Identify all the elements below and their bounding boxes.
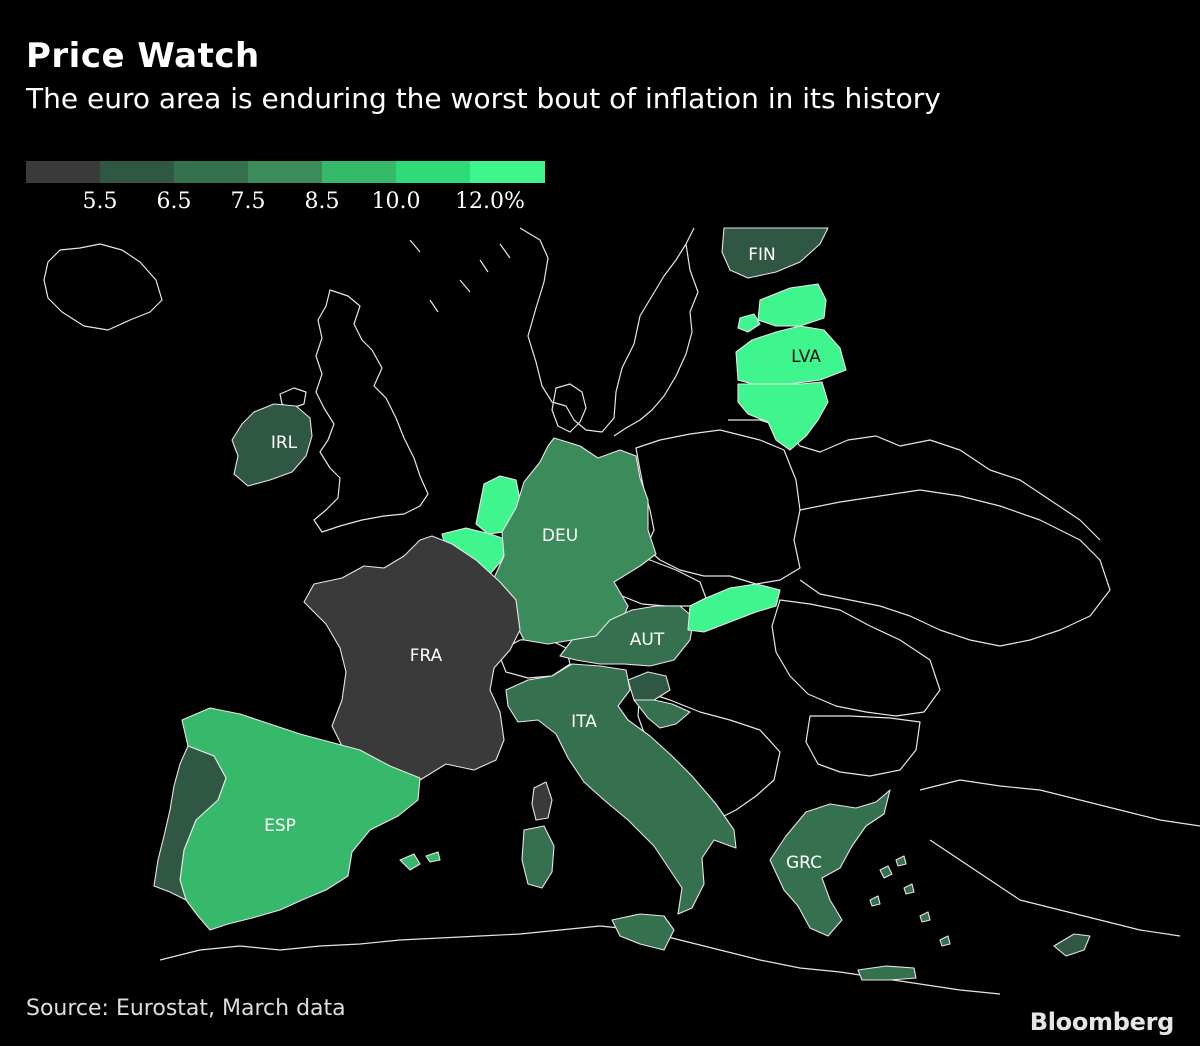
turkey-coast-outline — [929, 839, 1181, 937]
north-africa-coast — [159, 925, 1001, 995]
bloomberg-logo: Bloomberg — [1029, 1008, 1175, 1036]
finland-shape — [721, 227, 829, 279]
denmark-outline — [551, 383, 587, 433]
label-aut: AUT — [630, 630, 665, 650]
ukraine-outline — [799, 489, 1111, 647]
legend-swatch-1 — [26, 161, 100, 183]
greek-islands-shape — [869, 855, 951, 947]
balearic-shape — [399, 851, 441, 871]
croatia-shape — [633, 699, 691, 729]
legend-swatch-6 — [396, 161, 470, 183]
label-esp: ESP — [264, 816, 296, 836]
chart-title: Price Watch — [26, 36, 260, 76]
ireland-shape — [231, 403, 313, 487]
austria-shape — [559, 605, 695, 667]
legend-tick-label: 5.5 — [82, 189, 118, 214]
estonia-island-shape — [737, 313, 761, 333]
scandinavia-outline — [519, 227, 695, 433]
legend-tick-label: 7.5 — [230, 189, 266, 214]
greece-shape — [769, 789, 891, 937]
chart-subtitle: The euro area is enduring the worst bout… — [26, 82, 941, 115]
source-note: Source: Eurostat, March data — [26, 996, 346, 1021]
label-lva: LVA — [791, 347, 821, 367]
romania-outline — [771, 599, 941, 717]
label-ita: ITA — [571, 712, 597, 732]
color-legend: 5.5 6.5 7.5 8.5 10.0 12.0% — [26, 161, 546, 221]
portugal-shape — [153, 745, 227, 901]
country-labels: FIN LVA IRL DEU FRA AUT ITA ESP GRC — [264, 245, 822, 873]
sardinia-shape — [521, 825, 555, 889]
legend-tick-label: 12.0% — [455, 189, 525, 214]
slovakia-shape — [687, 583, 781, 633]
legend-swatch-2 — [100, 161, 174, 183]
slovenia-shape — [627, 671, 671, 701]
legend-swatch-3 — [174, 161, 248, 183]
label-fra: FRA — [410, 646, 443, 666]
sweden-coast-outline — [613, 243, 699, 437]
northern-ireland-outline — [279, 387, 307, 409]
italy-shape — [505, 663, 737, 915]
cyprus-shape — [1053, 933, 1091, 957]
legend-swatch-5 — [322, 161, 396, 183]
legend-swatch-7 — [470, 161, 545, 183]
label-fin: FIN — [748, 245, 776, 265]
norway-coast-detail — [409, 239, 511, 313]
legend-tick-label: 6.5 — [156, 189, 192, 214]
estonia-shape — [757, 283, 827, 327]
legend-swatch-4 — [248, 161, 322, 183]
bulgaria-outline — [805, 715, 921, 777]
poland-outline — [635, 429, 801, 585]
legend-tick-label: 10.0 — [371, 189, 421, 214]
iceland-outline — [43, 243, 163, 331]
great-britain-outline — [313, 289, 429, 533]
europe-map: FIN LVA IRL DEU FRA AUT ITA ESP GRC — [43, 227, 1200, 995]
label-irl: IRL — [271, 433, 298, 453]
corsica-shape — [531, 781, 553, 821]
legend-tick-label: 8.5 — [304, 189, 340, 214]
sicily-shape — [611, 913, 675, 951]
crete-shape — [857, 965, 917, 981]
turkey-outline — [919, 779, 1200, 827]
label-grc: GRC — [786, 853, 822, 873]
label-deu: DEU — [542, 526, 578, 546]
lithuania-shape — [737, 381, 829, 451]
euro-countries — [153, 227, 1091, 981]
